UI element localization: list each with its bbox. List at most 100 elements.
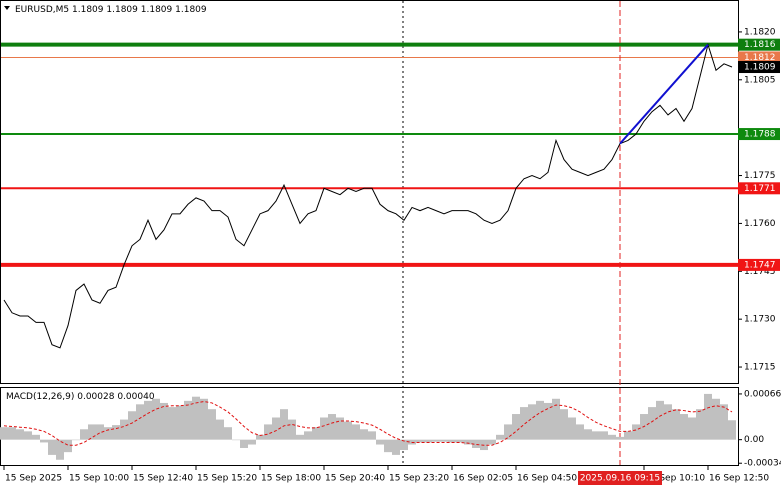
macd-bar — [440, 439, 448, 442]
y-tick-label: 1.1805 — [744, 75, 776, 85]
x-tick-label: 16 Sep 10:10 — [645, 474, 705, 484]
collapse-icon[interactable] — [4, 6, 10, 10]
x-tick-label: 15 Sep 18:00 — [261, 474, 321, 484]
macd-bar — [424, 439, 432, 443]
macd-bar — [560, 409, 568, 440]
x-tick-label: 15 Sep 2025 — [5, 474, 62, 484]
macd-bar — [360, 429, 368, 440]
macd-bar — [616, 436, 624, 440]
macd-bar — [720, 404, 728, 440]
macd-bar — [40, 439, 48, 443]
level-tag — [738, 182, 780, 195]
macd-bar — [152, 398, 160, 440]
y-tick-label: 1.1820 — [744, 27, 776, 37]
macd-bar — [496, 434, 504, 440]
x-tick-label: 15 Sep 23:20 — [389, 474, 449, 484]
macd-bar — [728, 420, 736, 440]
x-tick-label: 15 Sep 12:40 — [133, 474, 193, 484]
macd-bar — [704, 393, 712, 440]
y-tick-label: 0.00066 — [744, 389, 781, 399]
macd-bar — [48, 439, 56, 455]
macd-bar — [400, 439, 408, 451]
y-tick-label: 1.1715 — [744, 363, 776, 373]
macd-bar — [664, 404, 672, 440]
macd-bar — [680, 414, 688, 440]
macd-title: MACD(12,26,9) — [6, 392, 74, 402]
macd-bar — [328, 414, 336, 440]
macd-bar — [168, 407, 176, 440]
macd-bar — [88, 424, 96, 440]
macd-bar — [120, 419, 128, 440]
macd-bar — [552, 398, 560, 440]
macd-header: MACD(12,26,9) 0.00028 0.00040 — [6, 392, 155, 402]
y-tick-label: -0.00034 — [744, 459, 781, 469]
macd-bar — [104, 427, 112, 440]
macd-bar — [296, 434, 304, 440]
symbol: EURUSD,M5 — [15, 5, 69, 15]
macd-bar — [488, 439, 496, 445]
macd-bar — [416, 439, 424, 443]
level-label: 1.1771 — [744, 184, 776, 194]
open: 1.1809 — [72, 5, 104, 15]
macd-bar — [368, 431, 376, 440]
macd-bar — [568, 417, 576, 440]
y-tick-label: 1.1730 — [744, 315, 776, 325]
macd-bar — [536, 400, 544, 440]
macd-pane — [0, 387, 739, 466]
macd-bar — [216, 419, 224, 440]
macd-bar — [320, 417, 328, 440]
close: 1.1809 — [175, 5, 207, 15]
macd-bar — [688, 417, 696, 440]
macd-bar — [520, 407, 528, 440]
macd-bar — [192, 396, 200, 440]
macd-bar — [208, 409, 216, 440]
macd-bar — [72, 439, 80, 441]
macd-bar — [576, 424, 584, 440]
x-tick-label: 16 Sep 02:05 — [453, 474, 513, 484]
macd-bar — [464, 439, 472, 445]
y-tick-label: 1.1775 — [744, 171, 776, 181]
macd-bar — [528, 404, 536, 440]
macd-bar — [648, 407, 656, 440]
macd-bar — [304, 431, 312, 440]
macd-bar — [592, 431, 600, 440]
level-tag — [738, 38, 780, 51]
x-tick-label: 15 Sep 20:40 — [325, 474, 385, 484]
macd-bar — [456, 439, 464, 443]
macd-bar — [472, 439, 480, 448]
last-price-tag — [738, 61, 780, 74]
level-label: 1.1788 — [744, 130, 776, 140]
macd-bar — [240, 439, 248, 448]
macd-bar — [384, 439, 392, 453]
macd-bar — [136, 404, 144, 440]
macd-bar — [256, 434, 264, 440]
macd-bar — [544, 402, 552, 440]
macd-bar — [80, 429, 88, 440]
macd-bar — [656, 400, 664, 440]
macd-bar — [184, 400, 192, 440]
macd-bar — [352, 424, 360, 440]
macd-bar — [632, 424, 640, 440]
macd-bar — [288, 419, 296, 440]
macd-bar — [392, 439, 400, 455]
macd-signal: 0.00040 — [117, 392, 154, 402]
macd-bar — [248, 439, 256, 445]
macd-bar — [448, 439, 456, 443]
chart-header: EURUSD,M5 1.1809 1.1809 1.1809 1.1809 — [15, 5, 207, 15]
macd-bar — [280, 409, 288, 440]
trend-line — [619, 44, 709, 145]
macd-bar — [160, 402, 168, 440]
low: 1.1809 — [141, 5, 173, 15]
macd-bar — [608, 434, 616, 440]
y-tick-label: 1.1760 — [744, 219, 776, 229]
level-tag — [738, 128, 780, 141]
x-tick-label: 15 Sep 10:00 — [69, 474, 129, 484]
macd-bar — [16, 429, 24, 440]
macd-bar — [312, 427, 320, 440]
macd-bar — [200, 398, 208, 440]
macd-bar — [584, 429, 592, 440]
level-label: 1.1812 — [744, 53, 776, 63]
macd-bar — [432, 439, 440, 442]
macd-bar — [56, 439, 64, 460]
